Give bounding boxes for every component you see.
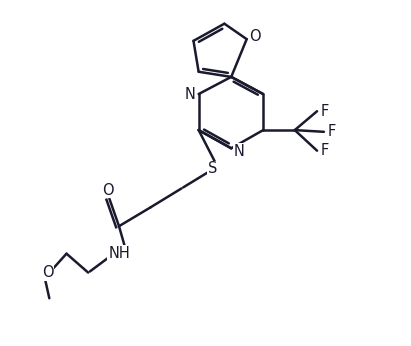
- Text: O: O: [42, 265, 53, 280]
- Text: F: F: [321, 104, 329, 119]
- Text: F: F: [327, 124, 336, 139]
- Text: F: F: [321, 143, 329, 158]
- Text: O: O: [249, 29, 261, 44]
- Text: NH: NH: [108, 246, 130, 261]
- Text: N: N: [233, 144, 244, 159]
- Text: S: S: [208, 161, 217, 176]
- Text: O: O: [102, 183, 113, 198]
- Text: N: N: [185, 86, 196, 102]
